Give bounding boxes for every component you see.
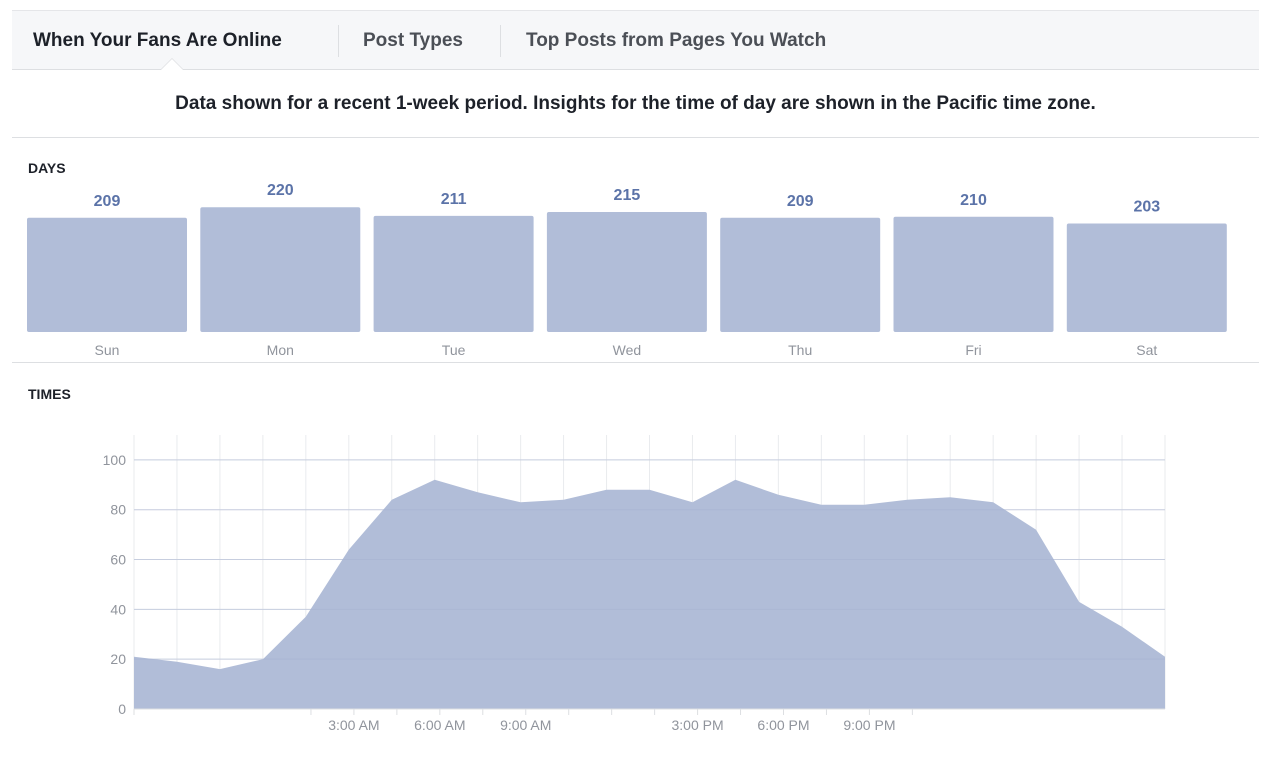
times-area-chart: 0 20 40 60 80 100 3:00 AM 6:00 AM 9:00 AM 3:00 PM… xyxy=(103,435,1166,733)
divider xyxy=(12,137,1259,138)
y-tick-label: 20 xyxy=(110,651,126,667)
day-category-label: Fri xyxy=(965,342,981,358)
x-tick-label: 3:00 PM xyxy=(672,717,724,733)
day-value-label: 220 xyxy=(267,182,294,199)
tab-post-types[interactable]: Post Types xyxy=(363,30,463,51)
days-section-label: DAYS xyxy=(28,160,66,176)
day-bar xyxy=(27,217,187,332)
day-value-label: 211 xyxy=(441,191,467,208)
tab-separator xyxy=(338,25,339,57)
y-tick-label: 0 xyxy=(118,701,126,717)
tab-when-fans-online[interactable]: When Your Fans Are Online xyxy=(33,30,282,51)
y-tick-label: 80 xyxy=(110,502,126,518)
x-tick-label: 6:00 PM xyxy=(757,717,809,733)
day-bar xyxy=(200,207,361,332)
day-bar xyxy=(546,212,707,332)
x-tick-label: 9:00 AM xyxy=(500,717,551,733)
day-category-label: Thu xyxy=(788,342,812,358)
day-bar xyxy=(720,217,881,332)
day-bar xyxy=(893,216,1054,332)
x-tick-label: 6:00 AM xyxy=(414,717,465,733)
day-bar xyxy=(1066,223,1227,332)
y-tick-label: 60 xyxy=(110,552,126,568)
times-area-series xyxy=(134,479,1165,709)
day-category-label: Mon xyxy=(267,342,294,358)
day-category-label: Tue xyxy=(442,342,466,358)
y-tick-label: 40 xyxy=(110,601,126,617)
day-value-label: 209 xyxy=(787,193,814,210)
data-period-notice: Data shown for a recent 1-week period. I… xyxy=(175,93,1096,114)
day-value-label: 203 xyxy=(1133,199,1160,216)
x-tick-label: 3:00 AM xyxy=(328,717,379,733)
days-bar-chart: 209 Sun 220 Mon 211 Tue 215 Wed 209 Thu 210 Fri 203 S… xyxy=(27,182,1227,358)
day-value-label: 209 xyxy=(94,193,121,210)
day-category-label: Sat xyxy=(1136,342,1157,358)
day-bar xyxy=(373,215,534,332)
tab-bar: When Your Fans Are Online Post Types Top… xyxy=(12,10,1259,70)
y-tick-label: 100 xyxy=(103,452,127,468)
times-section-label: TIMES xyxy=(28,386,71,402)
tab-top-posts-pages-you-watch[interactable]: Top Posts from Pages You Watch xyxy=(526,30,827,51)
divider xyxy=(12,362,1259,363)
x-tick-label: 9:00 PM xyxy=(843,717,895,733)
day-category-label: Wed xyxy=(613,342,642,358)
day-category-label: Sun xyxy=(95,342,120,358)
day-value-label: 215 xyxy=(614,187,641,204)
day-value-label: 210 xyxy=(960,192,987,209)
active-tab-indicator xyxy=(160,58,184,70)
tab-separator xyxy=(500,25,501,57)
